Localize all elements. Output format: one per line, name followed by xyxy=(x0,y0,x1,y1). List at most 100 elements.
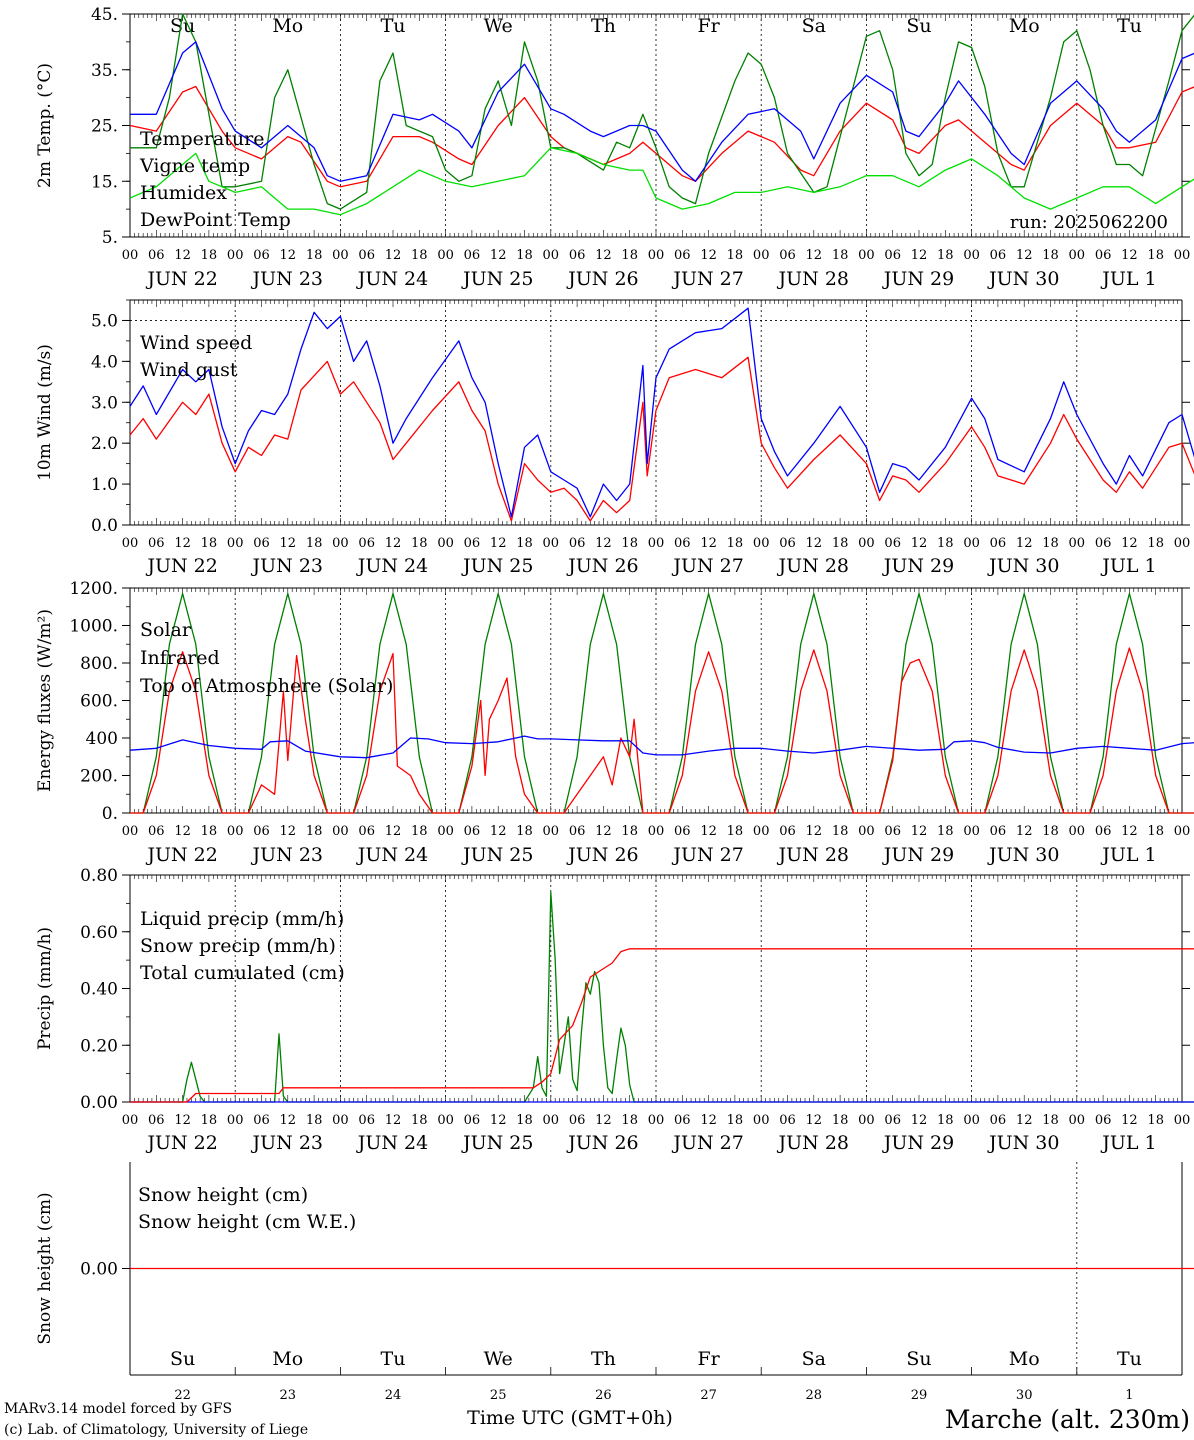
x-hour-label: 12 xyxy=(490,824,507,839)
y-axis-label: 10m Wind (m/s) xyxy=(35,344,55,481)
x-hour-label: 12 xyxy=(806,1113,823,1128)
x-hour-label: 18 xyxy=(621,824,638,839)
panel-temp: 5. 15. 25. 35. 45. 2m Temp. (°C) 00 06 12 18 JUN 2… xyxy=(35,5,1194,290)
station-name: Marche (alt. 230m) xyxy=(945,1405,1190,1434)
x-hour-label: 06 xyxy=(253,1113,270,1128)
x-hour-label: 06 xyxy=(990,1113,1007,1128)
x-hour-label: 12 xyxy=(806,824,823,839)
x-hour-label: 06 xyxy=(464,1113,481,1128)
x-hour-label: 06 xyxy=(1095,536,1112,551)
x-hour-label: 06 xyxy=(358,248,375,263)
day-number-label: 23 xyxy=(280,1388,297,1403)
x-hour-label: 18 xyxy=(1042,824,1059,839)
x-hour-label: 06 xyxy=(884,248,901,263)
x-hour-label: 06 xyxy=(148,536,165,551)
legend-entry: Vigne temp xyxy=(139,155,250,177)
x-date-label: JUL 1 xyxy=(1100,268,1156,290)
x-date-label: JUN 27 xyxy=(671,844,743,866)
y-tick-label: 25. xyxy=(91,117,118,137)
weekday-label: Sa xyxy=(802,1348,826,1370)
legend-entry: Top of Atmosphere (Solar) xyxy=(140,675,393,697)
x-hour-label: 00 xyxy=(858,824,875,839)
x-hour-label: 00 xyxy=(122,824,139,839)
x-date-label: JUN 29 xyxy=(882,844,954,866)
x-hour-label: 18 xyxy=(201,536,218,551)
x-hour-label: 12 xyxy=(174,248,191,263)
x-hour-label: 06 xyxy=(253,248,270,263)
y-tick-label: 800. xyxy=(80,654,118,674)
x-hour-label: 00 xyxy=(227,1113,244,1128)
x-hour-label: 00 xyxy=(122,536,139,551)
weekday-label: Fr xyxy=(697,1348,720,1370)
x-hour-label: 18 xyxy=(306,824,323,839)
y-tick-label: 1200. xyxy=(69,579,118,599)
weekday-label: Th xyxy=(591,1348,616,1370)
x-date-label: JUN 24 xyxy=(356,555,428,577)
x-hour-label: 00 xyxy=(858,1113,875,1128)
x-hour-label: 18 xyxy=(832,536,849,551)
x-hour-label: 12 xyxy=(280,536,297,551)
x-hour-label: 12 xyxy=(490,536,507,551)
x-hour-label: 18 xyxy=(727,1113,744,1128)
x-hour-label: 00 xyxy=(227,824,244,839)
x-hour-label: 00 xyxy=(122,248,139,263)
x-hour-label: 00 xyxy=(1174,248,1191,263)
day-number-label: 29 xyxy=(911,1388,928,1403)
x-date-label: JUN 29 xyxy=(882,555,954,577)
x-hour-label: 06 xyxy=(148,248,165,263)
x-hour-label: 12 xyxy=(490,248,507,263)
x-hour-label: 12 xyxy=(595,248,612,263)
x-hour-label: 18 xyxy=(201,824,218,839)
x-date-label: JUN 24 xyxy=(356,844,428,866)
legend-entry: Snow height (cm W.E.) xyxy=(138,1211,356,1233)
y-tick-label: 4.0 xyxy=(91,352,118,372)
x-hour-label: 12 xyxy=(700,248,717,263)
x-hour-label: 00 xyxy=(437,824,454,839)
x-hour-label: 00 xyxy=(963,824,980,839)
x-date-label: JUN 28 xyxy=(777,555,849,577)
weekday-label: Tu xyxy=(381,1348,406,1370)
weekday-label: Su xyxy=(170,1348,195,1370)
x-hour-label: 18 xyxy=(727,248,744,263)
x-hour-label: 18 xyxy=(1042,248,1059,263)
y-tick-label: 2.0 xyxy=(91,434,118,454)
x-hour-label: 18 xyxy=(411,824,428,839)
x-hour-label: 12 xyxy=(1121,1113,1138,1128)
x-hour-label: 06 xyxy=(1095,248,1112,263)
x-hour-label: 18 xyxy=(201,1113,218,1128)
legend-entry: Snow precip (mm/h) xyxy=(140,935,336,957)
x-date-label: JUN 27 xyxy=(671,555,743,577)
x-hour-label: 12 xyxy=(700,536,717,551)
x-hour-label: 18 xyxy=(1147,1113,1164,1128)
x-date-label: JUN 30 xyxy=(987,1132,1059,1154)
x-hour-label: 00 xyxy=(858,248,875,263)
x-hour-label: 06 xyxy=(358,1113,375,1128)
x-hour-label: 06 xyxy=(884,824,901,839)
x-date-label: JUN 27 xyxy=(671,268,743,290)
x-hour-label: 12 xyxy=(700,824,717,839)
x-hour-label: 06 xyxy=(779,1113,796,1128)
series-line xyxy=(130,948,1194,1103)
day-number-label: 1 xyxy=(1125,1388,1133,1403)
day-number-label: 30 xyxy=(1016,1388,1033,1403)
x-hour-label: 12 xyxy=(911,536,928,551)
x-hour-label: 18 xyxy=(516,1113,533,1128)
x-date-label: JUN 28 xyxy=(777,268,849,290)
x-date-label: JUN 23 xyxy=(251,268,323,290)
legend-entry: Solar xyxy=(140,619,192,641)
x-hour-label: 00 xyxy=(648,248,665,263)
legend-entry: Humidex xyxy=(140,182,227,204)
weekday-label: Sa xyxy=(802,15,826,37)
x-hour-label: 06 xyxy=(148,1113,165,1128)
x-hour-label: 00 xyxy=(437,536,454,551)
x-hour-label: 18 xyxy=(727,824,744,839)
x-hour-label: 18 xyxy=(1147,824,1164,839)
x-hour-label: 00 xyxy=(648,1113,665,1128)
series-line xyxy=(130,647,1194,814)
y-tick-label: 15. xyxy=(91,172,118,192)
y-axis-label: 2m Temp. (°C) xyxy=(35,63,55,188)
x-hour-label: 00 xyxy=(753,536,770,551)
x-hour-label: 18 xyxy=(411,248,428,263)
x-hour-label: 18 xyxy=(621,248,638,263)
x-hour-label: 18 xyxy=(937,1113,954,1128)
